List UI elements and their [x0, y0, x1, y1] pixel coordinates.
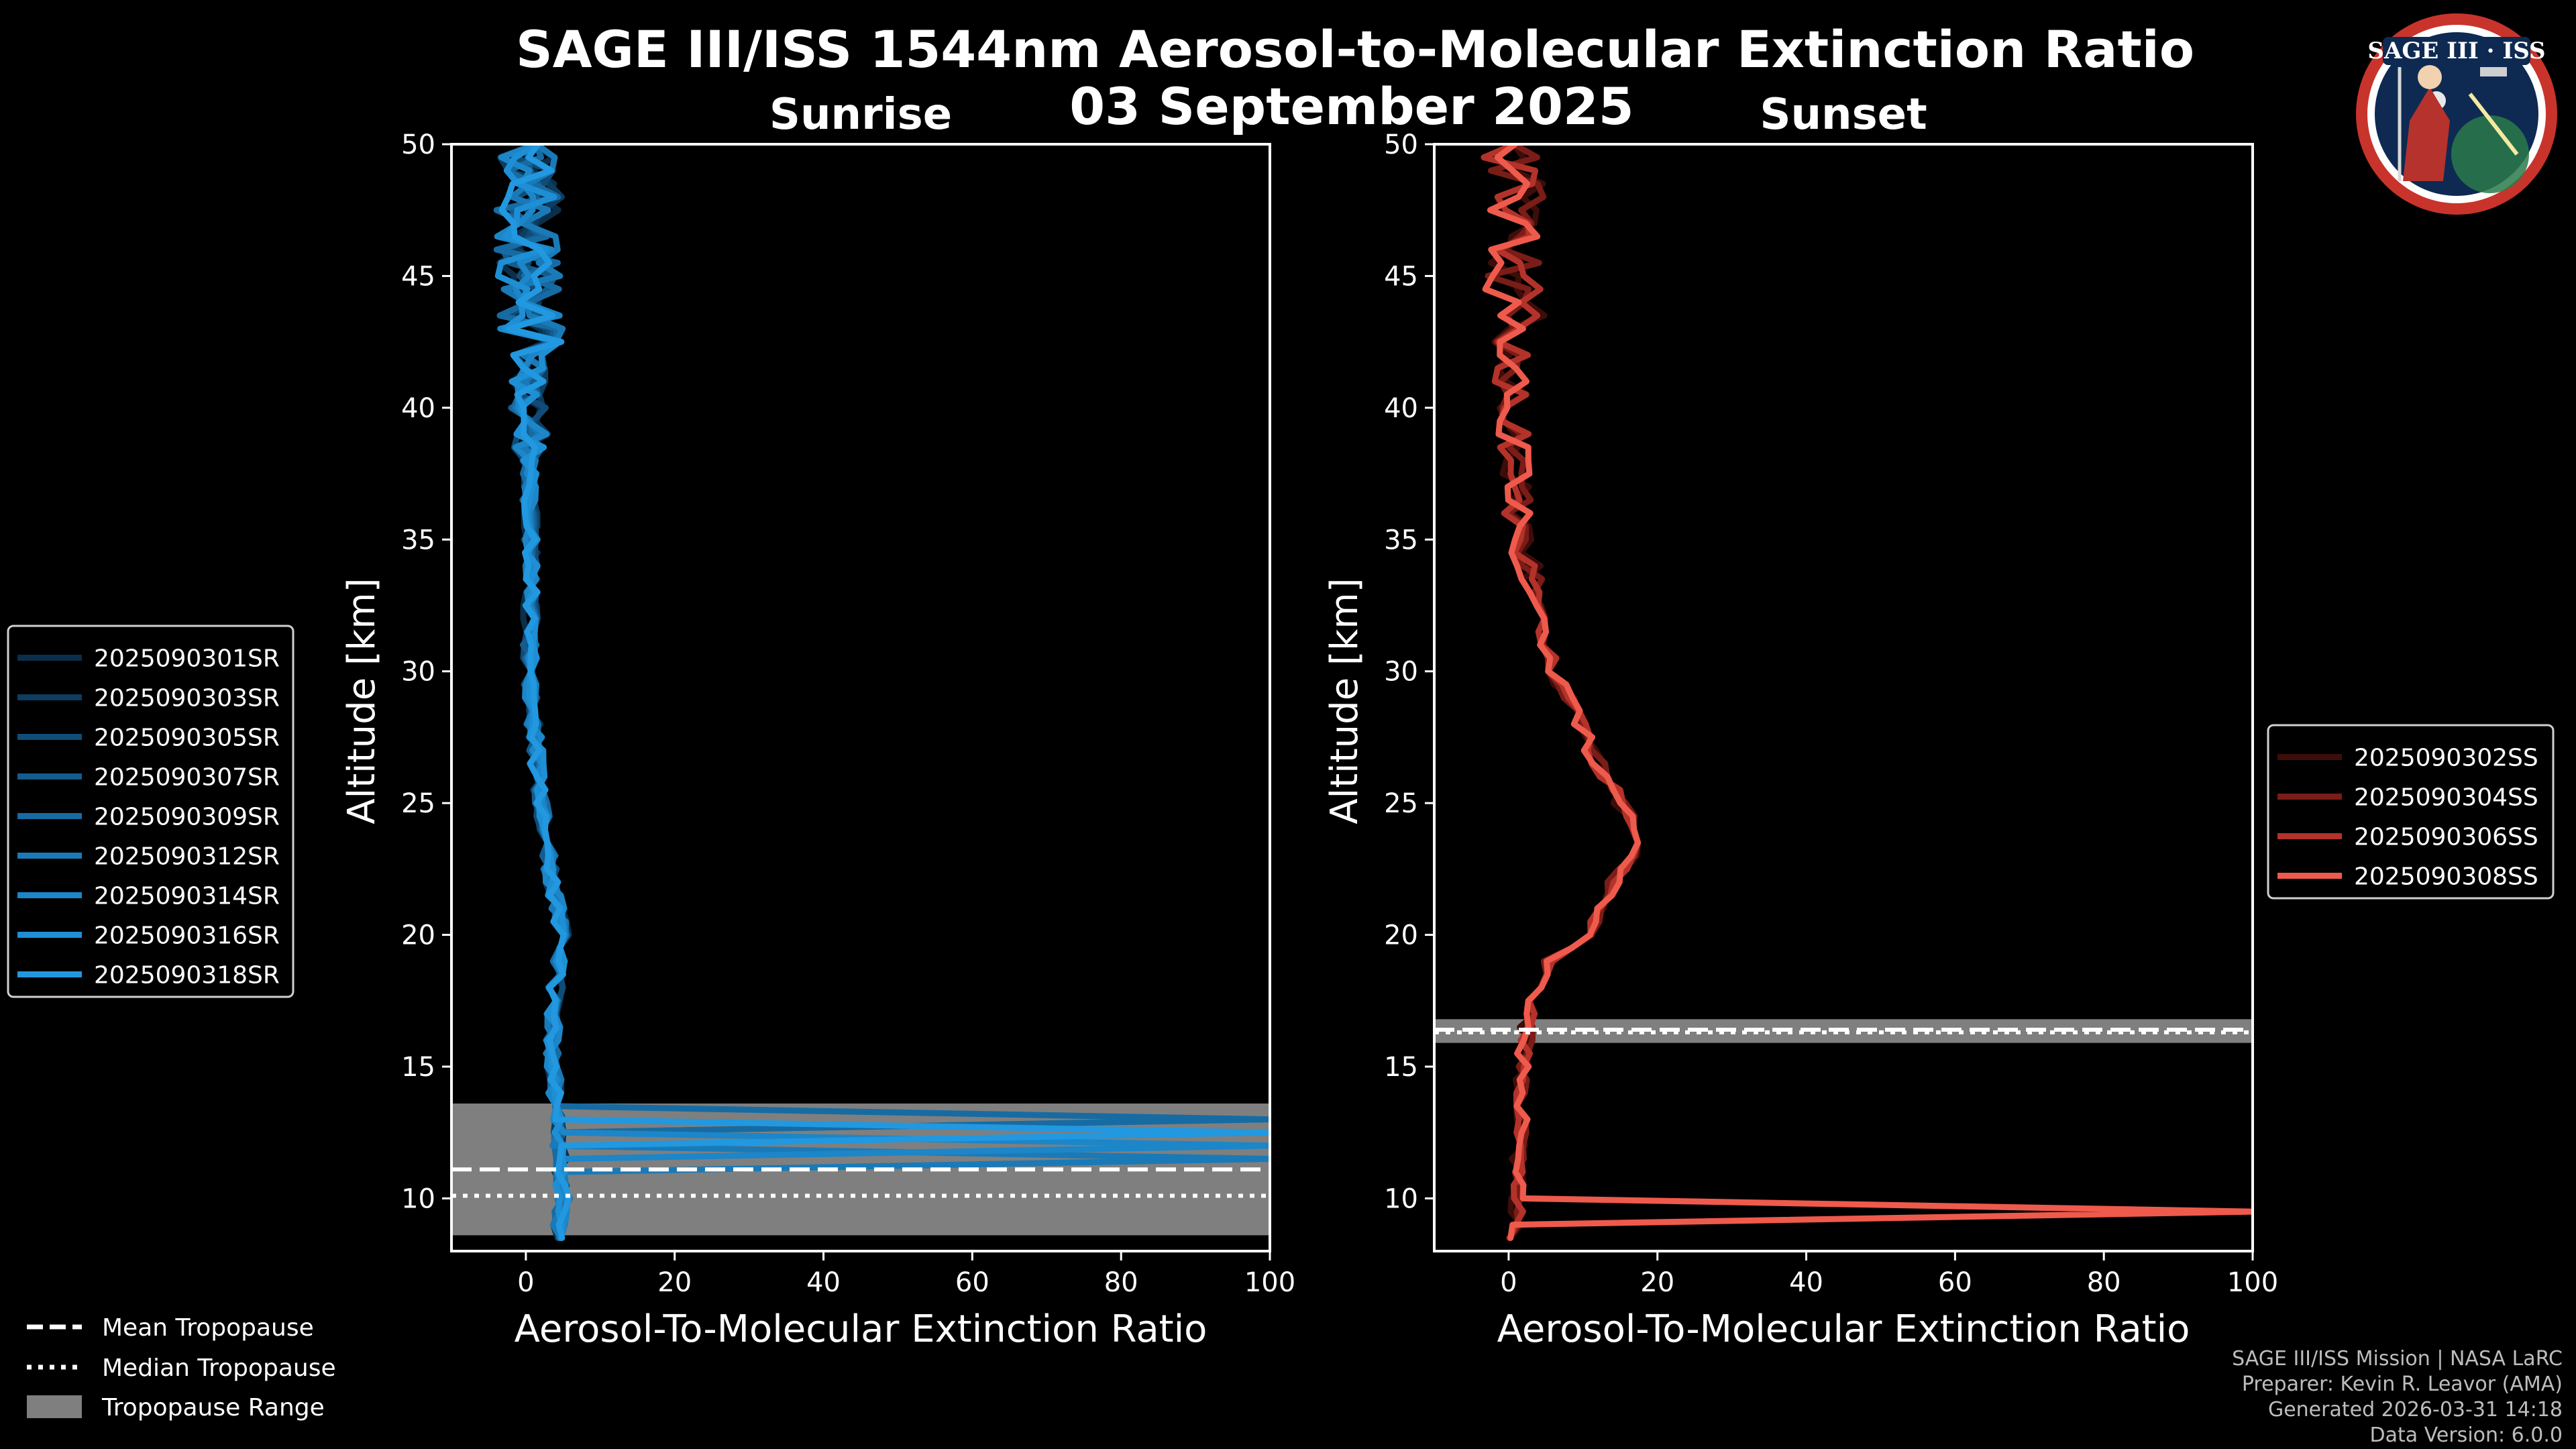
sunset-ytick-label: 25 [1384, 788, 1418, 819]
credits: SAGE III/ISS Mission | NASA LaRC Prepare… [2232, 1347, 2563, 1447]
sunrise-xlabel: Aerosol-To-Molecular Extinction Ratio [515, 1307, 1208, 1351]
sunrise-profile-2025090314SR [494, 144, 1270, 1241]
credit-mission: SAGE III/ISS Mission | NASA LaRC [2232, 1347, 2563, 1371]
credit-preparer: Preparer: Kevin R. Leavor (AMA) [2242, 1373, 2563, 1396]
tropopause-legend: Mean Tropopause Median Tropopause Tropop… [27, 1314, 336, 1421]
sunset-ylabel: Altitude [km] [1323, 578, 1366, 824]
sunset-plot-frame [1433, 143, 2254, 1252]
sunrise-legend-frame [7, 625, 294, 998]
sunrise-ytick-label: 35 [401, 525, 435, 555]
sunrise-legend-label: 2025090318SR [94, 962, 280, 989]
sunrise-ytick-label: 40 [401, 393, 435, 424]
sunset-xtick-label: 0 [1500, 1267, 1517, 1298]
sunrise-legend-label: 2025090301SR [94, 645, 280, 673]
sunrise-legend-label: 2025090316SR [94, 922, 280, 950]
sunset-ytick-label: 45 [1384, 261, 1418, 292]
sunrise-panel: 0 20 40 60 80 100 10 15 20 25 30 35 40 45 50 [401, 129, 1295, 1298]
sunrise-xtick-label: 40 [806, 1267, 841, 1298]
sunset-legend-label: 2025090306SS [2354, 824, 2538, 851]
sunrise-xtick-label: 60 [955, 1267, 989, 1298]
sunset-xtick-label: 20 [1640, 1267, 1674, 1298]
sunset-ytick-label: 50 [1384, 129, 1418, 160]
sunset-ytick-label: 40 [1384, 393, 1418, 424]
sunset-legend-frame [2267, 724, 2555, 900]
sunrise-legend-label: 2025090309SR [94, 804, 280, 831]
sunrise-profile-2025090312SR [500, 144, 1270, 1241]
sunset-xtick-label: 80 [2087, 1267, 2121, 1298]
sunrise-ylabel: Altitude [km] [340, 578, 384, 824]
sunset-profile-2025090308SS [1482, 144, 2253, 1241]
sunrise-xtick-label: 100 [1244, 1267, 1295, 1298]
sunset-ytick-label: 15 [1384, 1052, 1418, 1083]
sunset-legend: 2025090302SS 2025090304SS 2025090306SS 2025… [2267, 724, 2555, 900]
sunset-ytick-label: 30 [1384, 657, 1418, 688]
credit-version: Data Version: 6.0.0 [2370, 1424, 2563, 1447]
sunrise-legend-label: 2025090307SR [94, 764, 280, 792]
sunrise-ytick-label: 45 [401, 261, 435, 292]
sunset-xlabel: Aerosol-To-Molecular Extinction Ratio [1497, 1307, 2190, 1351]
sunrise-ytick-label: 15 [401, 1052, 435, 1083]
sunrise-ytick-label: 10 [401, 1183, 435, 1214]
sunset-xtick-label: 40 [1789, 1267, 1823, 1298]
sunrise-profile-2025090309SR [493, 144, 1270, 1241]
sunset-legend-label: 2025090308SS [2354, 863, 2538, 891]
sunrise-legend-label: 2025090314SR [94, 883, 280, 910]
sunrise-legend-label: 2025090312SR [94, 843, 280, 871]
sunset-subtitle: Sunset [1760, 90, 1927, 140]
sunrise-plot-frame [450, 143, 1271, 1252]
credit-generated: Generated 2026-03-31 14:18 [2268, 1398, 2563, 1421]
median-tropopause-label: Median Tropopause [102, 1354, 336, 1382]
sunrise-legend-label: 2025090303SR [94, 685, 280, 712]
sunrise-legend: 2025090301SR 2025090303SR 2025090305SR 2025… [7, 625, 294, 998]
sunrise-legend-label: 2025090305SR [94, 724, 280, 752]
figure-title: SAGE III/ISS 1544nm Aerosol-to-Molecular… [516, 19, 2194, 79]
figure-date: 03 September 2025 [1069, 76, 1633, 136]
sunrise-ytick-label: 50 [401, 129, 435, 160]
sunrise-subtitle: Sunrise [769, 90, 952, 140]
sunrise-xtick-label: 80 [1104, 1267, 1138, 1298]
tropopause-range-swatch [27, 1395, 82, 1418]
logo-text: SAGE III · ISS [2367, 38, 2545, 64]
sunrise-ytick-label: 20 [401, 920, 435, 951]
sunset-xtick-label: 100 [2227, 1267, 2278, 1298]
sunset-ytick-label: 35 [1384, 525, 1418, 555]
sunrise-xtick-label: 0 [517, 1267, 534, 1298]
sunrise-ytick-label: 30 [401, 657, 435, 688]
sunset-panel: 0 20 40 60 80 100 10 15 20 25 30 35 40 45 50 [1384, 129, 2278, 1298]
sunset-xtick-label: 60 [1938, 1267, 1972, 1298]
sunset-legend-label: 2025090302SS [2354, 745, 2538, 772]
sunset-legend-label: 2025090304SS [2354, 784, 2538, 812]
sunset-ytick-label: 10 [1384, 1183, 1418, 1214]
sunrise-profile-2025090318SR [498, 144, 1270, 1241]
sunset-ytick-label: 20 [1384, 920, 1418, 951]
sage-iii-iss-logo: SAGE III · ISS [2356, 13, 2557, 215]
sunrise-xtick-label: 20 [657, 1267, 692, 1298]
mean-tropopause-label: Mean Tropopause [102, 1314, 314, 1342]
sunrise-ytick-label: 25 [401, 788, 435, 819]
tropopause-range-label: Tropopause Range [101, 1394, 325, 1421]
